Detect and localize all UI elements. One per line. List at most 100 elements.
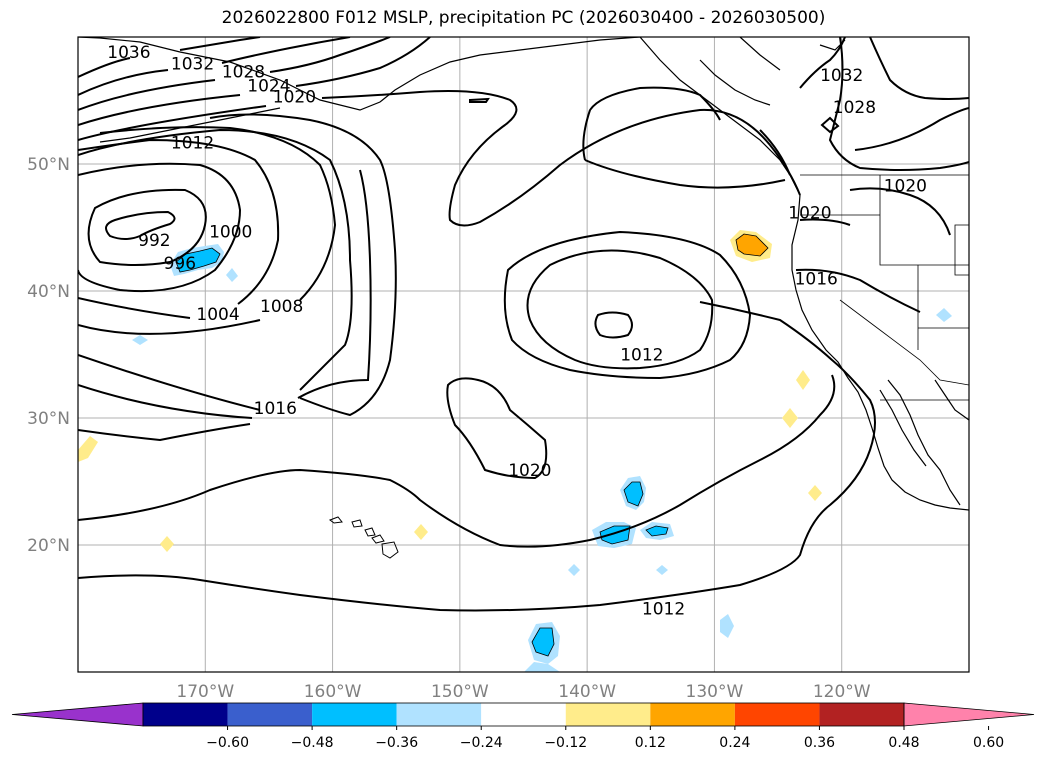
lon-tick-label: 170°W (176, 682, 234, 702)
mslp-contour-label: 1020 (788, 203, 831, 223)
contour-1012-left (78, 113, 397, 417)
contour-1016-top (78, 128, 353, 391)
coast-alaska (78, 37, 641, 111)
colorbar-extend-min (11, 702, 144, 727)
contour-1008 (78, 126, 337, 335)
contour-east-2 (869, 37, 969, 100)
mslp-contour-label: 1028 (833, 98, 876, 118)
contour-1032 (78, 37, 351, 96)
borders (800, 174, 969, 401)
precip-blob-neg-12 (226, 268, 238, 282)
contour-1016-lower (78, 423, 251, 442)
colorbar-tick-label: 0.60 (973, 735, 1004, 751)
mslp-contour-label: 1032 (171, 55, 214, 75)
map-background (78, 37, 969, 672)
precip-blob-neg-11 (656, 565, 668, 575)
contour-small-island (469, 97, 490, 103)
precip-blob-neg-6 (524, 662, 560, 672)
border-states-1 (879, 175, 969, 266)
contour-1016-center (526, 249, 714, 370)
lat-tick-label: 50°N (27, 155, 70, 175)
precip-blob-pos-2 (78, 436, 98, 462)
contour-1016-outer (503, 230, 752, 380)
precip-blob-pos-6 (782, 408, 798, 428)
mslp-contour-label: 1024 (247, 76, 290, 96)
gridlines (78, 37, 969, 672)
contour-1024 (78, 37, 431, 126)
lon-tick-label: 130°W (686, 682, 744, 702)
island-1 (328, 516, 343, 524)
mslp-contour-label: 1020 (884, 177, 927, 197)
colorbar-tick-label: −0.48 (291, 735, 334, 751)
colorbar-tick-label: 0.24 (719, 735, 750, 751)
map-frame (77, 36, 970, 673)
mslp-contours (78, 37, 969, 612)
colorbar-tick-label: −0.60 (206, 735, 249, 751)
mslp-contour-label: 1012 (620, 346, 663, 366)
precip-blob-pos-1-core (735, 233, 769, 257)
colorbar-segment (734, 703, 820, 726)
mslp-contour-label: 1012 (642, 600, 685, 620)
contour-1020-top (78, 90, 801, 227)
border-east (954, 224, 969, 276)
coast-canada-north (699, 37, 846, 106)
contour-east-3 (799, 37, 846, 89)
colorbar-segment (819, 703, 904, 726)
precip-blob-neg-7 (720, 614, 734, 638)
mslp-contour-label: 1036 (107, 43, 150, 63)
contour-small-east (820, 116, 840, 134)
lat-tick-label: 40°N (27, 282, 70, 302)
mslp-contour-label: 1000 (209, 222, 252, 242)
colorbar-segment (312, 703, 397, 726)
precip-blob-neg-2-core (623, 481, 644, 507)
lon-tick-label: 120°W (813, 682, 871, 702)
hawaii-islands (328, 516, 399, 559)
island-3 (364, 527, 376, 537)
chart-title: 2026022800 F012 MSLP, precipitation PC (… (221, 8, 826, 28)
longitude-labels: 170°W 160°W 150°W 140°W 130°W 120°W (176, 682, 870, 702)
colorbar-segment (650, 703, 735, 726)
contour-east-4 (799, 187, 951, 236)
contour-1012-low (78, 301, 876, 612)
colorbar-tick-label: −0.36 (375, 735, 418, 751)
contour-1020-center (446, 377, 548, 480)
lon-tick-label: 140°W (558, 682, 616, 702)
contour-1016-north (584, 159, 786, 189)
island-4 (371, 534, 385, 544)
lat-tick-label: 30°N (27, 409, 70, 429)
coast-mexico (934, 379, 969, 421)
colorbar-tick-label: −0.24 (460, 735, 503, 751)
contour-1028 (78, 37, 391, 111)
contour-east-1 (828, 37, 969, 171)
contour-low-small (594, 311, 633, 339)
mslp-contour-label: 1016 (795, 269, 838, 289)
lon-tick-label: 160°W (304, 682, 362, 702)
precip-blob-neg-5-core (531, 627, 555, 657)
colorbar-segment (227, 703, 313, 726)
colorbar: −0.60 −0.48 −0.36 −0.24 −0.12 0.12 0.24 0.36 0.4… (11, 702, 1035, 751)
contour-east-5 (795, 107, 969, 313)
colorbar-extend-max (903, 702, 1035, 727)
mslp-contour-label: 996 (164, 254, 196, 274)
mslp-contour-label: 1004 (196, 305, 239, 325)
coast-aleutians (99, 107, 281, 143)
latitude-labels: 50°N 40°N 30°N 20°N (27, 155, 70, 556)
colorbar-segment (396, 703, 482, 726)
lat-tick-label: 20°N (27, 536, 70, 556)
colorbar-tick-label: 0.12 (635, 735, 666, 751)
colorbar-segment (143, 703, 228, 726)
precip-blob-neg-10 (568, 564, 580, 576)
colorbar-frame (142, 702, 905, 727)
precip-blob-neg-1-core (175, 247, 221, 273)
mslp-contour-label: 1028 (222, 62, 265, 82)
precip-anomalies (78, 230, 952, 672)
mslp-contour-label: 992 (138, 231, 170, 251)
mslp-contour-label: 1020 (273, 88, 316, 108)
contour-1016 (78, 169, 372, 419)
mslp-contour-label: 1032 (820, 66, 863, 86)
precip-blob-pos-3 (160, 536, 174, 552)
mslp-contour-label: 1016 (254, 399, 297, 419)
colorbar-tick-label: 0.36 (804, 735, 835, 751)
